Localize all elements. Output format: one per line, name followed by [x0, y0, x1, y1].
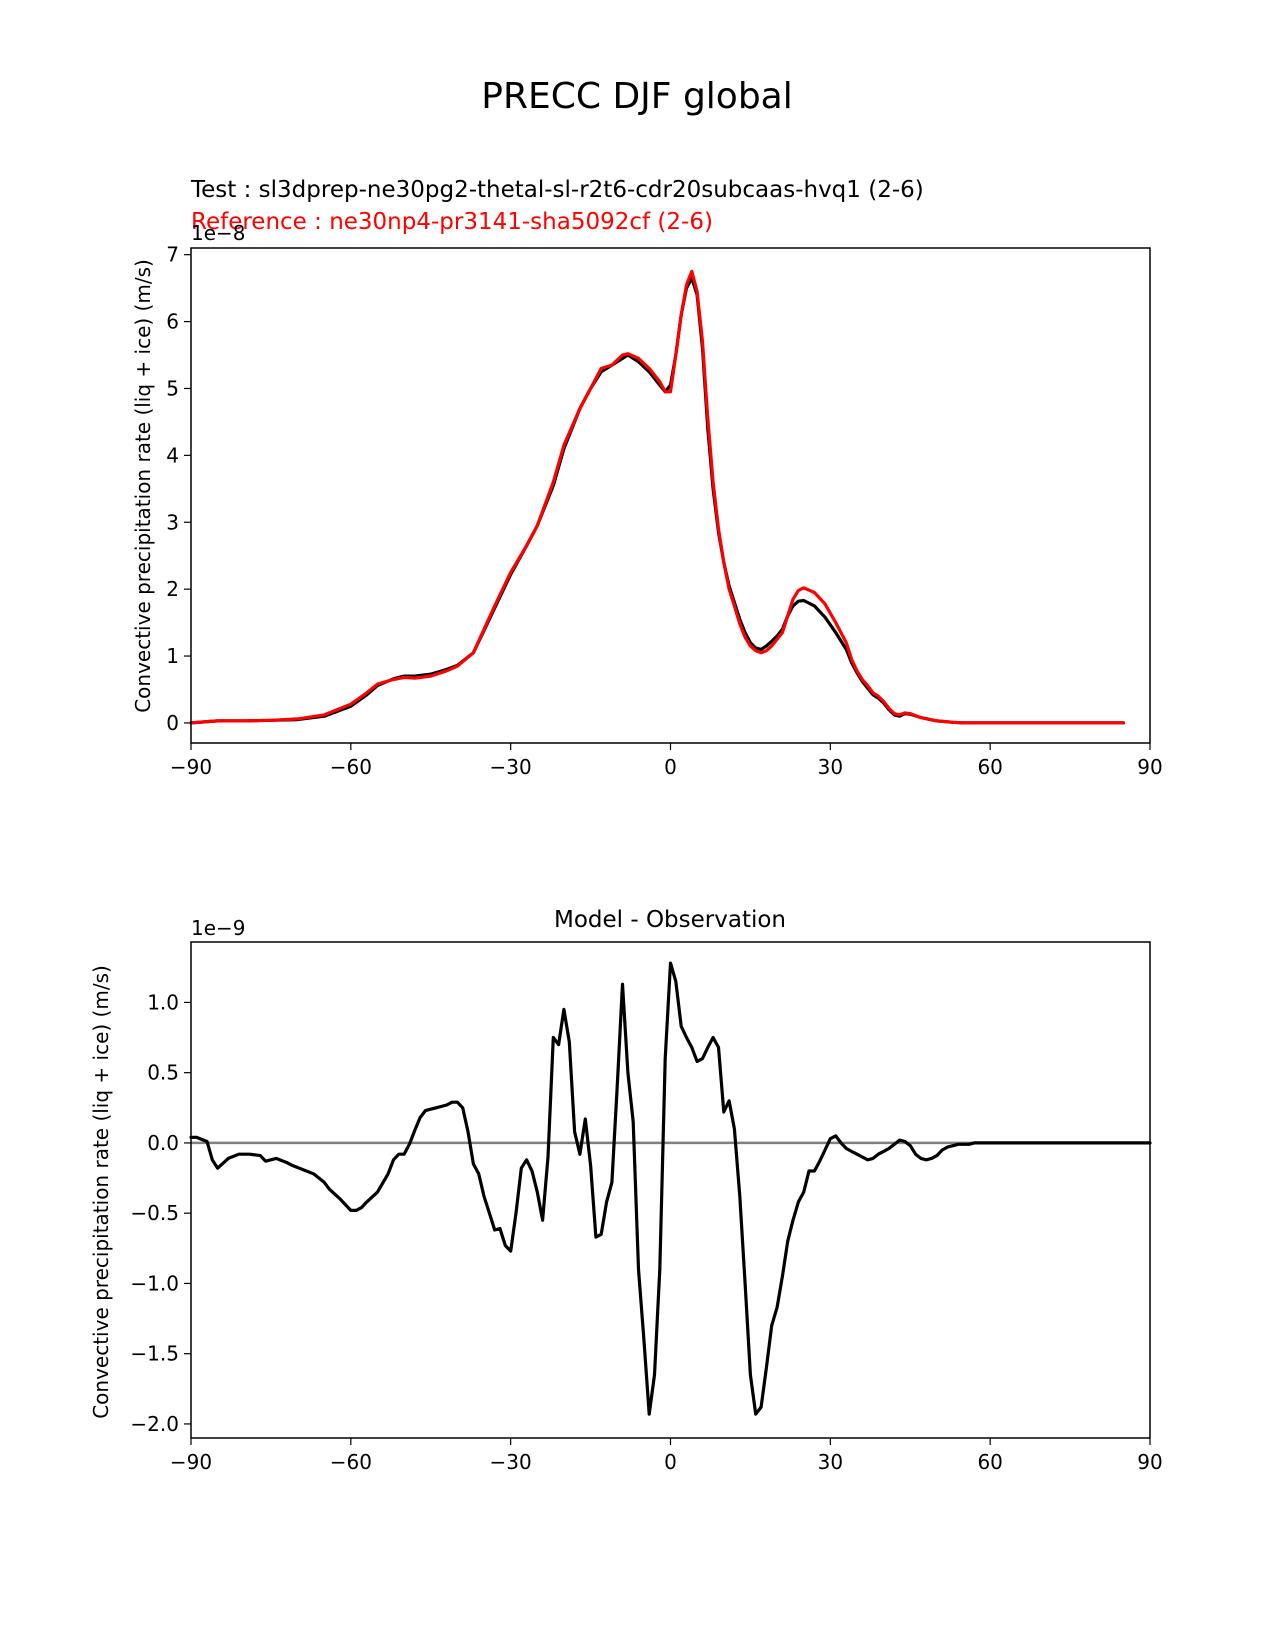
top-series-test	[189, 276, 1126, 725]
top-y-tick-label: 1	[166, 644, 179, 668]
bottom-y-tick-label: −1.0	[130, 1271, 179, 1295]
bottom-x-tick-label: −60	[330, 1450, 372, 1474]
test-label: Test : sl3dprep-ne30pg2-thetal-sl-r2t6-c…	[190, 177, 924, 203]
top-scale-label: 1e−8	[191, 221, 246, 245]
figure-title: PRECC DJF global	[481, 76, 792, 117]
top-y-tick-label: 4	[166, 443, 179, 467]
bottom-series	[189, 961, 1152, 1416]
top-y-tick-label: 3	[166, 510, 179, 534]
bottom-y-axis-label: Convective precipitation rate (liq + ice…	[89, 965, 113, 1419]
top-x-tick-label: 60	[977, 755, 1002, 779]
top-y-tick-label: 5	[166, 376, 179, 400]
top-y-axis-label: Convective precipitation rate (liq + ice…	[131, 259, 155, 713]
bottom-y-tick-label: 0.0	[147, 1131, 179, 1155]
bottom-y-tick-label: 0.5	[147, 1061, 179, 1085]
bottom-x-tick-label: 60	[977, 1450, 1002, 1474]
bottom-x-tick-label: 0	[664, 1450, 677, 1474]
bottom-ticks: −90 −60 −30 0 30 60 90 −2.0 −1.5 −1.0 −0.5 0.0 0.5 1.…	[130, 990, 1162, 1474]
bottom-x-tick-label: 90	[1137, 1450, 1162, 1474]
top-y-tick-label: 7	[166, 243, 179, 267]
bottom-x-tick-label: −30	[490, 1450, 532, 1474]
bottom-panel: Model - Observation 1e−9 Convective prec…	[89, 907, 1163, 1474]
bottom-y-tick-label: 1.0	[147, 990, 179, 1014]
top-series-reference	[189, 269, 1126, 725]
bottom-x-tick-label: 30	[818, 1450, 843, 1474]
top-y-tick-label: 6	[166, 310, 179, 334]
bottom-x-tick-label: −90	[170, 1450, 212, 1474]
top-panel: Test : sl3dprep-ne30pg2-thetal-sl-r2t6-c…	[131, 177, 1163, 779]
bottom-y-tick-label: −1.5	[130, 1342, 179, 1366]
top-x-tick-label: 0	[664, 755, 677, 779]
top-x-tick-label: 30	[818, 755, 843, 779]
top-x-tick-label: −60	[330, 755, 372, 779]
bottom-y-tick-label: −0.5	[130, 1201, 179, 1225]
top-x-tick-label: −90	[170, 755, 212, 779]
top-ticks: −90 −60 −30 0 30 60 90 0 1 2 3 4 5 6 7	[166, 243, 1162, 779]
bottom-y-tick-label: −2.0	[130, 1412, 179, 1436]
bottom-plot-frame	[190, 941, 1151, 1439]
reference-label: Reference : ne30np4-pr3141-sha5092cf (2-…	[191, 209, 713, 235]
top-series	[189, 269, 1126, 725]
top-x-tick-label: −30	[490, 755, 532, 779]
top-plot-frame	[190, 247, 1151, 744]
bottom-scale-label: 1e−9	[191, 916, 246, 940]
bottom-series-test	[189, 961, 1152, 1416]
top-y-tick-label: 2	[166, 577, 179, 601]
top-y-tick-label: 0	[166, 711, 179, 735]
bottom-title: Model - Observation	[554, 907, 786, 933]
top-x-tick-label: 90	[1137, 755, 1162, 779]
